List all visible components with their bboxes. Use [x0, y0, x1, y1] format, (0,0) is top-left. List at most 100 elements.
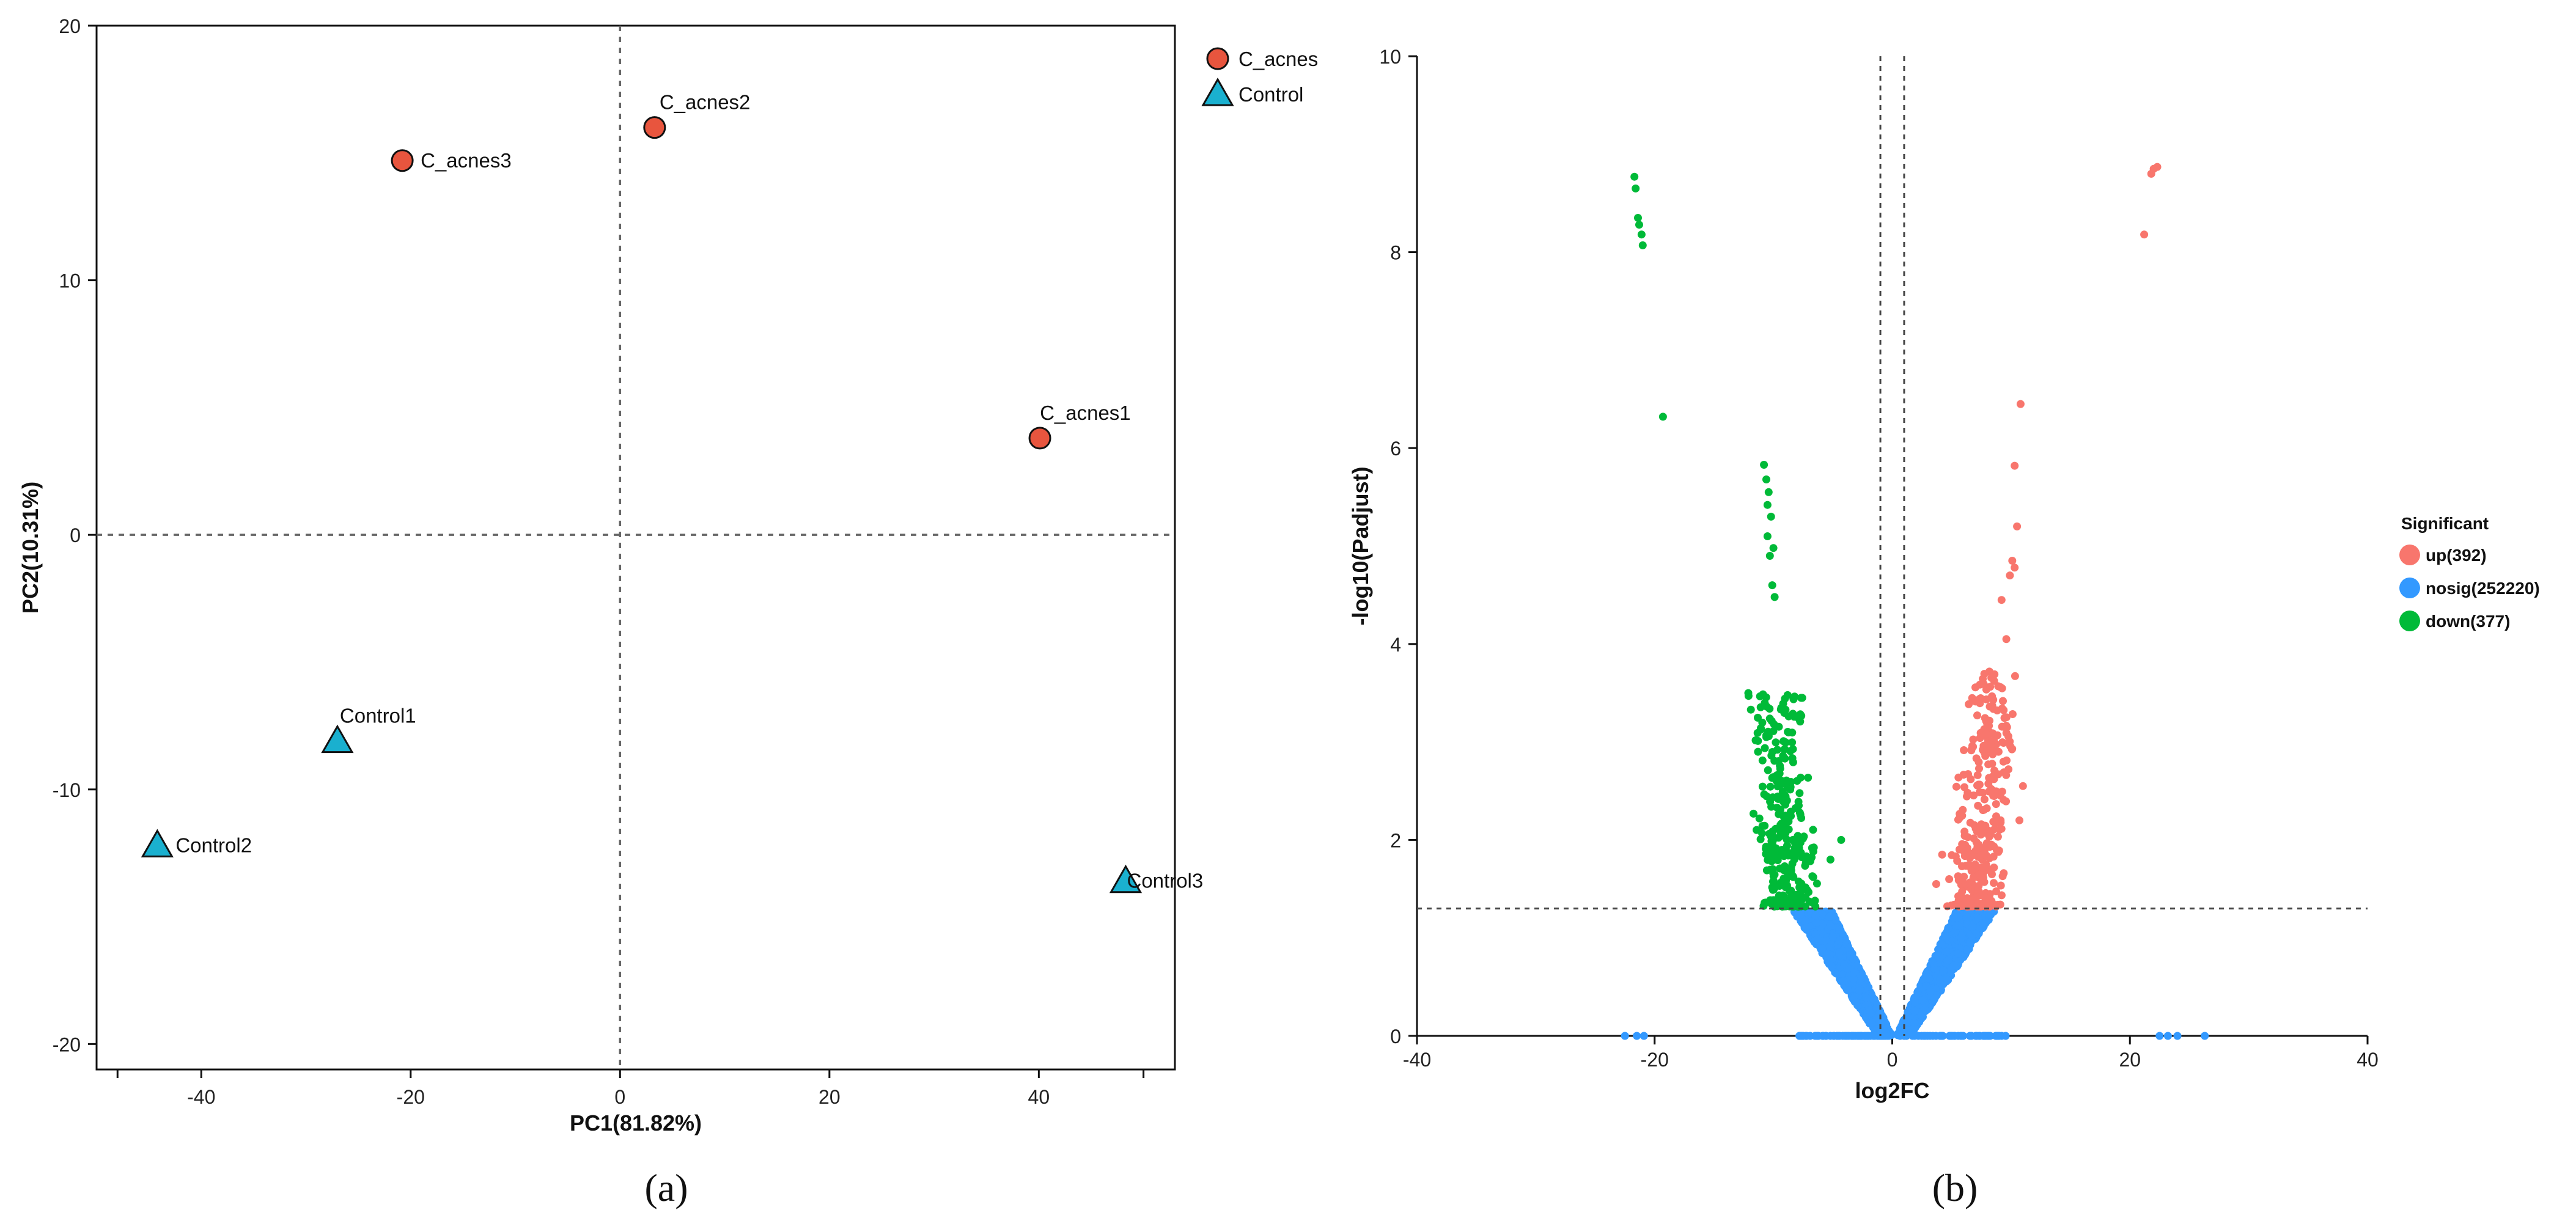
down-point: [1762, 693, 1770, 702]
up-point: [2002, 713, 2011, 722]
down-point: [1632, 184, 1640, 193]
nosig-point: [1973, 1032, 1981, 1040]
down-point: [1758, 718, 1767, 727]
up-point: [1975, 765, 1983, 772]
down-point: [1784, 898, 1792, 906]
up-point: [1988, 772, 1996, 781]
down-point: [1750, 809, 1757, 818]
legend-marker-c-acnes: [1206, 47, 1229, 70]
up-point: [2002, 635, 2011, 644]
x-axis-title: log2FC: [1855, 1078, 1930, 1103]
down-point: [1783, 691, 1792, 699]
down-point: [1774, 794, 1783, 803]
up-point: [1989, 729, 1997, 738]
up-point: [1982, 695, 1991, 703]
up-point: [1986, 829, 1995, 838]
plot-frame: [95, 24, 1176, 1071]
down-point: [1756, 692, 1764, 700]
nosig-point: [1811, 911, 1820, 920]
nosig-point: [1902, 1032, 1911, 1040]
nosig-point: [1797, 1032, 1806, 1040]
up-point: [2011, 461, 2019, 470]
up-point: [2011, 672, 2019, 680]
down-point: [1760, 790, 1768, 799]
up-point: [2018, 782, 2027, 790]
nosig-point: [1910, 1019, 1919, 1027]
up-point: [2002, 771, 2011, 779]
up-point: [2011, 563, 2019, 572]
nosig-point: [1980, 1032, 1989, 1040]
up-point: [1992, 812, 2000, 821]
legend-marker-control: [1201, 77, 1234, 106]
nosig-point: [2201, 1032, 2209, 1040]
legend-marker-down: [2399, 611, 2420, 631]
down-point: [1753, 826, 1761, 834]
legend-title: Significant: [2401, 514, 2489, 533]
x-axis-title: PC1(81.82%): [570, 1110, 702, 1135]
nosig-point: [1881, 1032, 1890, 1040]
down-point: [1789, 758, 1797, 766]
down-point: [1769, 878, 1777, 886]
up-point: [1973, 845, 1981, 854]
point-control1: [321, 724, 354, 754]
up-point: [1990, 879, 1998, 887]
up-point: [1972, 893, 1981, 901]
up-point: [1971, 824, 1980, 833]
down-point: [1772, 777, 1781, 785]
up-point: [1948, 851, 1956, 859]
up-point: [1990, 864, 1998, 871]
nosig-point: [1954, 921, 1962, 930]
legend-label: down(377): [2426, 612, 2510, 631]
up-point: [1985, 787, 1993, 796]
nosig-point: [1922, 981, 1930, 990]
nosig-point: [1904, 1008, 1912, 1016]
up-point: [1969, 873, 1978, 882]
nosig-point: [2173, 1032, 2182, 1040]
y-tick-label: -20: [53, 1033, 81, 1055]
up-point: [1987, 840, 1996, 849]
nosig-point: [1930, 994, 1939, 1003]
down-point: [1630, 172, 1639, 181]
down-point: [1808, 872, 1817, 881]
nosig-point: [1979, 919, 1987, 928]
up-point: [2003, 723, 2011, 732]
up-point: [1996, 881, 2005, 890]
up-point: [1984, 760, 1993, 769]
down-point: [1764, 488, 1773, 496]
nosig-point: [1633, 1032, 1641, 1040]
down-point: [1784, 728, 1793, 736]
nosig-point: [1862, 994, 1871, 1002]
down-point: [1770, 593, 1779, 601]
down-point: [1763, 501, 1772, 509]
nosig-point: [1855, 986, 1863, 995]
point-label: Control2: [175, 834, 252, 856]
nosig-point: [1820, 937, 1828, 945]
down-point: [1776, 864, 1784, 873]
up-point: [1994, 682, 2003, 691]
down-point: [1781, 824, 1790, 833]
down-point: [1826, 856, 1834, 864]
down-point: [1755, 814, 1764, 823]
nosig-point: [1966, 939, 1974, 947]
nosig-point: [1869, 995, 1878, 1003]
up-point: [1974, 758, 1983, 766]
legend-label: up(392): [2426, 546, 2487, 565]
up-point: [1981, 821, 1990, 830]
up-point: [1985, 716, 1993, 725]
up-point: [2008, 710, 2017, 718]
down-point: [1795, 809, 1804, 817]
down-point: [1766, 782, 1775, 791]
down-point: [1795, 801, 1803, 810]
legend-label: nosig(252220): [2426, 579, 2540, 598]
up-point: [1960, 832, 1969, 840]
down-point: [1770, 757, 1779, 765]
down-point: [1812, 879, 1821, 888]
down-point: [1763, 532, 1772, 540]
down-point: [1637, 230, 1646, 239]
up-point: [1986, 683, 1995, 691]
down-point: [1756, 835, 1765, 843]
nosig-point: [1896, 1024, 1904, 1033]
down-point: [1764, 766, 1772, 774]
nosig-point: [1835, 936, 1844, 945]
y-tick-label: -10: [53, 779, 81, 801]
